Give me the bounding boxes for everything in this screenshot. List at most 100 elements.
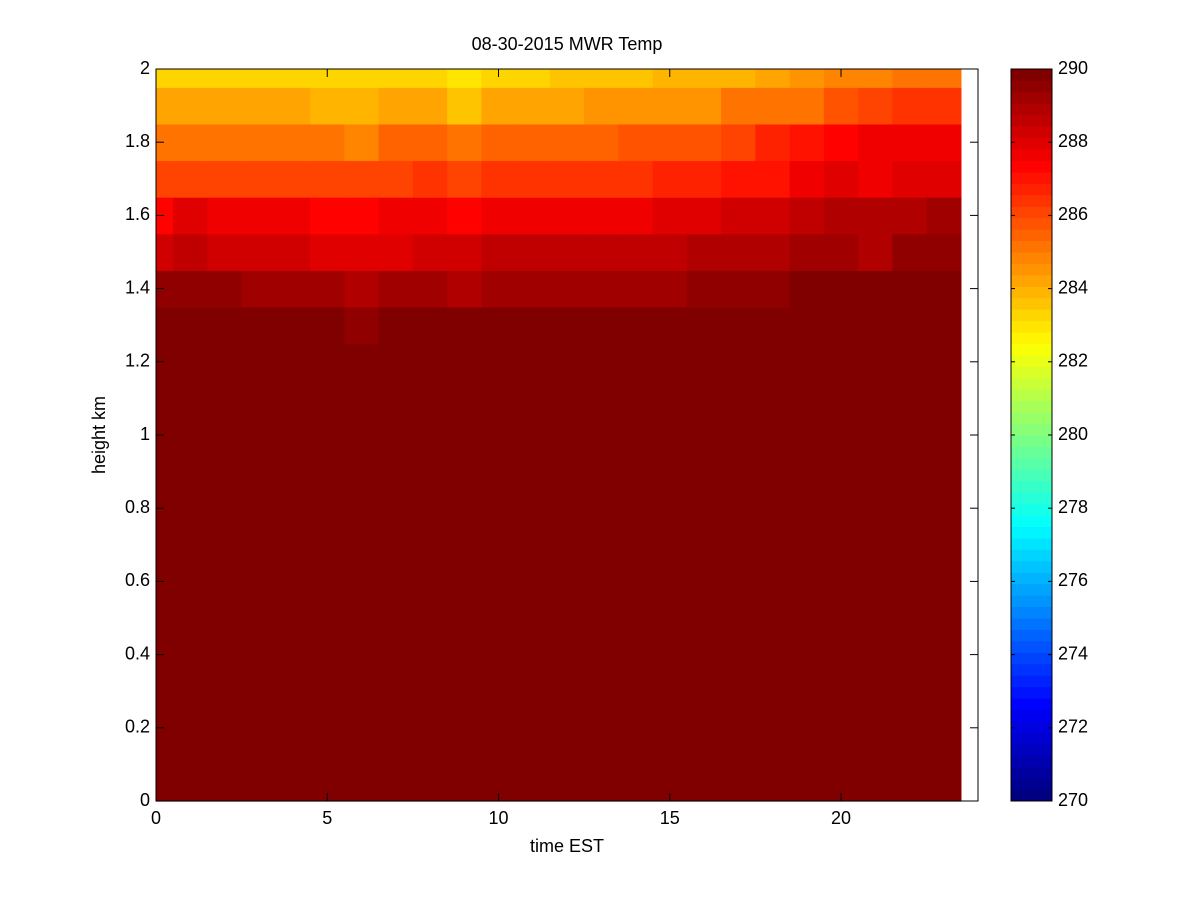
heatmap-cell (549, 197, 585, 235)
colorbar-swatch (1011, 480, 1052, 493)
heatmap-cell (207, 87, 243, 125)
y-tick-label: 1.8 (125, 131, 150, 151)
colorbar-swatch (1011, 720, 1052, 733)
colorbar-tick-label: 282 (1058, 351, 1088, 371)
heatmap-cell (584, 306, 619, 345)
heatmap-cell (823, 123, 859, 162)
heatmap-cell (926, 197, 962, 235)
heatmap-cell (378, 160, 414, 198)
x-tick-label: 0 (151, 808, 161, 828)
heatmap-cell (858, 197, 893, 235)
heatmap-cell (892, 197, 928, 235)
colorbar-tick-label: 274 (1058, 643, 1088, 663)
heatmap-cell (447, 69, 482, 88)
heatmap-cell (584, 270, 619, 308)
heatmap-cell (481, 270, 517, 308)
heatmap-cell (275, 197, 311, 235)
heatmap-cell (789, 87, 825, 125)
heatmap-cell (207, 160, 243, 198)
heatmap-cell (926, 343, 962, 802)
heatmap-cell (275, 343, 311, 802)
y-tick-label: 1.2 (125, 351, 150, 371)
colorbar-swatch (1011, 572, 1052, 585)
heatmap-cell (823, 343, 859, 802)
colorbar-swatch (1011, 675, 1052, 688)
heatmap-cell (549, 69, 585, 88)
heatmap-cell (755, 270, 791, 308)
colorbar-swatch (1011, 80, 1052, 93)
heatmap-cell (789, 233, 825, 271)
heatmap-cell (721, 306, 756, 345)
heatmap-cell (481, 160, 517, 198)
colorbar-swatch (1011, 640, 1052, 653)
heatmap-cell (156, 270, 174, 308)
colorbar-swatch (1011, 595, 1052, 608)
heatmap-cell (515, 233, 551, 271)
colorbar-swatch (1011, 423, 1052, 436)
heatmap-cell (755, 87, 791, 125)
colorbar-swatch (1011, 698, 1052, 710)
colorbar-swatch (1011, 149, 1052, 161)
heatmap-cell (515, 306, 551, 345)
heatmap-cell (412, 160, 448, 198)
colorbar-swatch (1011, 583, 1052, 596)
heatmap-cell (926, 233, 962, 271)
colorbar-swatch (1011, 492, 1052, 505)
colorbar-swatch (1011, 286, 1052, 299)
heatmap-cell (207, 123, 243, 162)
heatmap-cell (481, 69, 517, 88)
heatmap-cell (686, 197, 722, 235)
heatmap-cell (275, 160, 311, 198)
heatmap-cell (241, 160, 277, 198)
heatmap-cell (721, 123, 756, 162)
heatmap-cell (275, 69, 311, 88)
heatmap-cell (344, 160, 380, 198)
colorbar-swatch (1011, 126, 1052, 139)
chart-title: 08-30-2015 MWR Temp (472, 34, 663, 54)
heatmap-cell (618, 197, 654, 235)
heatmap-cell (344, 343, 380, 802)
colorbar-swatch (1011, 366, 1052, 379)
heatmap-cell (310, 123, 345, 162)
heatmap-cell (173, 270, 208, 308)
colorbar-swatch (1011, 229, 1052, 242)
heatmap-cell (618, 87, 654, 125)
heatmap-cell (755, 306, 791, 345)
colorbar-swatch (1011, 343, 1052, 356)
heatmap-cell (686, 69, 722, 88)
heatmap-cell (156, 69, 174, 88)
heatmap-cell (823, 270, 859, 308)
colorbar-swatch (1011, 217, 1052, 230)
y-tick-label: 1.4 (125, 277, 150, 297)
heatmap-cell (858, 270, 893, 308)
heatmap-cell (652, 123, 688, 162)
heatmap-cell (310, 343, 345, 802)
colorbar-swatch (1011, 354, 1052, 367)
heatmap-cell (447, 270, 482, 308)
heatmap-cell (652, 343, 688, 802)
heatmap-cell (721, 343, 756, 802)
heatmap-cell (755, 233, 791, 271)
heatmap-cell (412, 233, 448, 271)
colorbar-swatch (1011, 309, 1052, 322)
heatmap-cell (926, 270, 962, 308)
heatmap-cell (892, 87, 928, 125)
colorbar-swatch (1011, 652, 1052, 665)
heatmap-cell (207, 306, 243, 345)
heatmap-cell (618, 233, 654, 271)
colorbar-swatch (1011, 389, 1052, 402)
heatmap-cell (241, 123, 277, 162)
y-tick-label: 0.6 (125, 570, 150, 590)
heatmap-cell (344, 233, 380, 271)
x-tick-label: 10 (488, 808, 508, 828)
heatmap-cell (686, 87, 722, 125)
heatmap-cell (789, 69, 825, 88)
heatmap-cell (275, 270, 311, 308)
colorbar-swatch (1011, 663, 1052, 676)
colorbar-swatch (1011, 297, 1052, 310)
y-tick-label: 2 (140, 58, 150, 78)
heatmap-cell (156, 306, 174, 345)
colorbar-tick-label: 278 (1058, 497, 1088, 517)
heatmap-cell (755, 123, 791, 162)
heatmap-cell (241, 197, 277, 235)
